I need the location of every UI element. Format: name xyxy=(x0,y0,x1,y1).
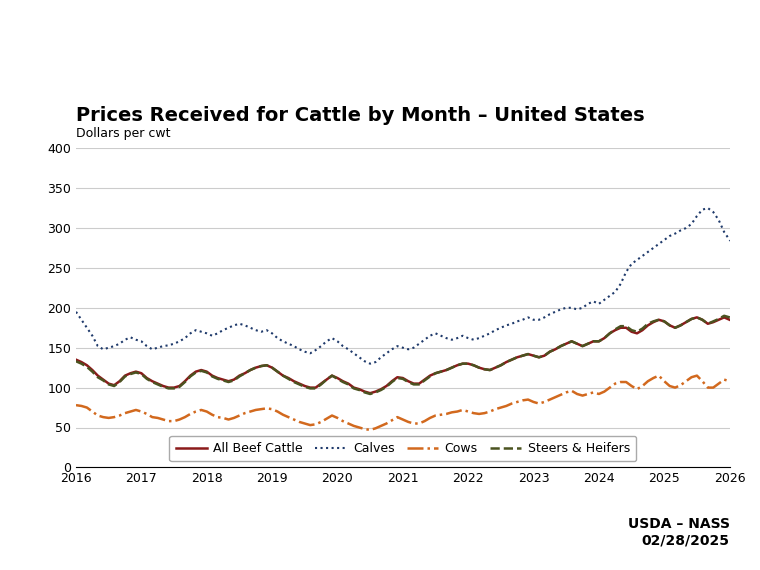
Calves xyxy=(366,360,375,367)
Line: All Beef Cattle: All Beef Cattle xyxy=(76,310,760,393)
All Beef Cattle xyxy=(240,370,249,377)
All Beef Cattle xyxy=(758,306,760,313)
Legend: All Beef Cattle, Calves, Cows, Steers & Heifers: All Beef Cattle, Calves, Cows, Steers & … xyxy=(169,435,636,461)
Cows xyxy=(240,410,249,417)
All Beef Cattle xyxy=(600,335,609,341)
Calves xyxy=(708,209,717,215)
Calves xyxy=(71,308,81,315)
Steers & Heifers xyxy=(240,370,249,377)
Calves xyxy=(464,335,473,341)
All Beef Cattle xyxy=(366,390,375,397)
Text: Prices Received for Cattle by Month – United States: Prices Received for Cattle by Month – Un… xyxy=(76,107,644,125)
Steers & Heifers xyxy=(708,318,717,325)
Cows xyxy=(464,408,473,415)
Calves xyxy=(758,218,760,225)
All Beef Cattle xyxy=(464,360,473,367)
All Beef Cattle xyxy=(491,364,500,371)
Steers & Heifers xyxy=(491,364,500,371)
Cows xyxy=(752,351,760,357)
Line: Calves: Calves xyxy=(76,176,760,364)
Steers & Heifers xyxy=(464,360,473,367)
Steers & Heifers xyxy=(366,390,375,397)
Cows xyxy=(600,388,609,395)
All Beef Cattle xyxy=(71,356,81,363)
Cows xyxy=(71,402,81,409)
Cows xyxy=(491,406,500,413)
Steers & Heifers xyxy=(71,358,81,365)
Calves xyxy=(491,327,500,333)
Steers & Heifers xyxy=(752,304,760,311)
All Beef Cattle xyxy=(708,319,717,325)
Line: Cows: Cows xyxy=(76,354,760,430)
Line: Steers & Heifers: Steers & Heifers xyxy=(76,308,760,394)
Calves xyxy=(600,296,609,303)
Cows xyxy=(366,426,375,433)
Steers & Heifers xyxy=(600,335,609,341)
Calves xyxy=(240,322,249,329)
Cows xyxy=(708,384,717,391)
Text: Dollars per cwt: Dollars per cwt xyxy=(76,127,170,140)
Text: USDA – NASS
02/28/2025: USDA – NASS 02/28/2025 xyxy=(628,517,730,547)
